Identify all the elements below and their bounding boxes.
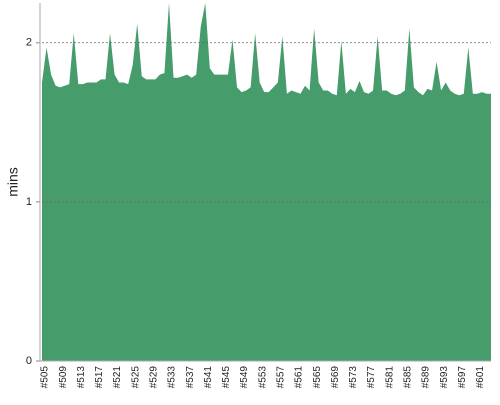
x-tick-label: #517	[94, 366, 105, 389]
x-tick-label: #597	[457, 366, 468, 389]
x-tick-label: #533	[167, 366, 178, 389]
x-tick-label: #569	[330, 366, 341, 389]
x-tick-label: #593	[439, 366, 450, 389]
y-tick-label: 1	[26, 196, 32, 208]
x-tick-label: #557	[275, 366, 286, 389]
x-tick-label: #505	[40, 366, 51, 389]
x-tick-label: #521	[112, 366, 123, 389]
y-tick-label: 0	[26, 355, 32, 367]
x-tick-label: #545	[221, 366, 232, 389]
y-tick-label: 2	[26, 37, 32, 49]
y-axis-label: mins	[5, 167, 21, 197]
x-tick-label: #573	[348, 366, 359, 389]
x-tick-label: #581	[384, 366, 395, 389]
x-tick-label: #553	[257, 366, 268, 389]
x-tick-label: #525	[130, 366, 141, 389]
x-tick-label: #565	[312, 366, 323, 389]
x-tick-label: #561	[294, 366, 305, 389]
x-tick-label: #585	[402, 366, 413, 389]
x-tick-label: #509	[58, 366, 69, 389]
x-tick-label: #549	[239, 366, 250, 389]
x-tick-label: #601	[475, 366, 486, 389]
x-tick-label: #513	[76, 366, 87, 389]
x-tick-label: #537	[185, 366, 196, 389]
x-tick-label: #577	[366, 366, 377, 389]
x-tick-label: #541	[203, 366, 214, 389]
area	[42, 3, 491, 361]
x-tick-label: #589	[421, 366, 432, 389]
x-tick-label: #529	[148, 366, 159, 389]
